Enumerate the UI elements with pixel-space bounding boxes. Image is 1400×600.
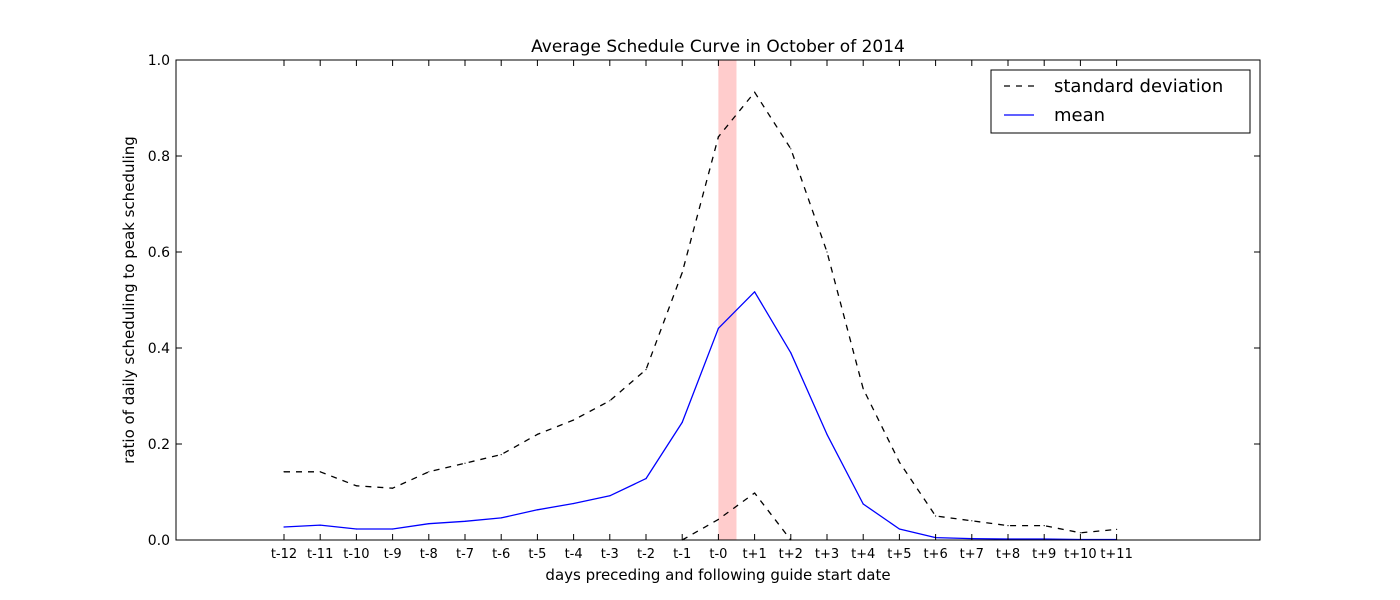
point-standard-deviation-t-6 bbox=[500, 454, 502, 456]
point-standard-deviation-t-4 bbox=[573, 419, 575, 421]
point-mean-t-11 bbox=[319, 524, 321, 526]
point-mean-t-5 bbox=[536, 509, 539, 511]
series-standard-deviation bbox=[283, 91, 1118, 534]
point-mean-t-2 bbox=[645, 478, 647, 480]
point-mean-t-10 bbox=[355, 528, 357, 530]
x-tick-label: t-10 bbox=[343, 547, 369, 562]
point-mean-t-1 bbox=[681, 421, 683, 423]
point-standard-deviation-t+4 bbox=[862, 388, 864, 390]
legend-label-standard-deviation: standard deviation bbox=[1054, 76, 1223, 97]
x-tick-label: t+10 bbox=[1064, 547, 1097, 562]
point-standard-deviation-t+7 bbox=[971, 520, 973, 522]
point-mean-t-12 bbox=[283, 526, 285, 528]
point-standard-deviation-t-0 bbox=[717, 136, 720, 138]
point-mean-t-3 bbox=[609, 495, 611, 497]
x-tick-label: t+7 bbox=[960, 547, 984, 562]
point-standard-deviation-t-9 bbox=[392, 487, 394, 489]
point-standard-deviation-t+2 bbox=[790, 148, 792, 150]
point-standard-deviation-t-12 bbox=[283, 471, 285, 473]
x-tick-label: t+4 bbox=[851, 547, 875, 562]
x-axis-label: days preceding and following guide start… bbox=[545, 566, 890, 584]
x-tick-label: t+2 bbox=[779, 547, 803, 562]
y-tick-label: 0.4 bbox=[148, 341, 170, 357]
point-mean-t-6 bbox=[500, 517, 502, 519]
x-tick-label: t-3 bbox=[601, 547, 619, 562]
legend-label-mean: mean bbox=[1054, 105, 1105, 126]
x-tick-label: t-2 bbox=[637, 547, 655, 562]
x-tick-label: t-7 bbox=[456, 547, 474, 562]
point-standard-deviation-t-11 bbox=[319, 471, 321, 473]
point-standard-deviation-t+10 bbox=[1079, 532, 1081, 534]
point-mean-t-7 bbox=[464, 520, 466, 522]
y-axis-label: ratio of daily scheduling to peak schedu… bbox=[120, 136, 138, 464]
point-mean-t+4 bbox=[862, 503, 864, 505]
point-standard-deviation-t+1 bbox=[754, 91, 756, 93]
x-tick-label: t+3 bbox=[815, 547, 839, 562]
x-tick-label: t-5 bbox=[528, 547, 546, 562]
series-line-mean bbox=[283, 291, 1117, 541]
chart-title: Average Schedule Curve in October of 201… bbox=[531, 37, 905, 57]
point-standard-deviation-t+3 bbox=[826, 251, 828, 253]
point-standard-deviation-t-10 bbox=[355, 485, 357, 487]
x-tick-label: t+8 bbox=[996, 547, 1020, 562]
point-standard-deviation-t+8 bbox=[1007, 525, 1009, 527]
x-tick-label: t-11 bbox=[307, 547, 333, 562]
x-tick-label: t-0 bbox=[709, 547, 727, 562]
y-tick-label: 0.8 bbox=[148, 149, 170, 165]
x-tick-label: t+1 bbox=[742, 547, 766, 562]
x-tick-label: t+6 bbox=[923, 547, 947, 562]
x-tick-label: t-6 bbox=[492, 547, 510, 562]
point-standard-deviation-t+9 bbox=[1043, 525, 1045, 527]
point-standard-deviation-lower-t+1 bbox=[754, 492, 756, 494]
point-standard-deviation-t+6 bbox=[935, 515, 937, 517]
point-standard-deviation-t+11 bbox=[1116, 528, 1118, 531]
x-tick-label: t-4 bbox=[565, 547, 583, 562]
y-tick-label: 1.0 bbox=[148, 53, 170, 69]
point-mean-t-0 bbox=[717, 327, 720, 329]
x-tick-label: t+11 bbox=[1100, 547, 1133, 562]
point-standard-deviation-t-2 bbox=[645, 369, 647, 371]
x-tick-label: t-9 bbox=[384, 547, 402, 562]
legend-box bbox=[990, 69, 1251, 134]
point-standard-deviation-lower-t-0 bbox=[717, 518, 720, 521]
y-tick-label: 0.0 bbox=[148, 533, 170, 549]
y-tick-label: 0.6 bbox=[148, 245, 170, 261]
point-mean-t+3 bbox=[826, 433, 828, 435]
point-standard-deviation-t-1 bbox=[681, 272, 683, 274]
point-mean-t+1 bbox=[754, 291, 756, 293]
point-mean-t-4 bbox=[573, 502, 575, 505]
point-mean-t+2 bbox=[790, 352, 792, 354]
x-tick-label: t+9 bbox=[1032, 547, 1056, 562]
legend: standard deviation mean bbox=[990, 69, 1251, 134]
highlight-band bbox=[718, 60, 737, 540]
point-mean-t-8 bbox=[428, 523, 430, 525]
x-tick-label: t-12 bbox=[271, 547, 297, 562]
point-mean-t+5 bbox=[898, 528, 901, 530]
y-tick-label: 0.2 bbox=[148, 437, 170, 453]
point-standard-deviation-t-3 bbox=[609, 400, 611, 402]
x-tick-label: t+5 bbox=[887, 547, 911, 562]
point-standard-deviation-t-7 bbox=[464, 462, 466, 464]
point-standard-deviation-t-5 bbox=[536, 433, 539, 435]
x-tick-label: t-8 bbox=[420, 547, 438, 562]
point-mean-t-9 bbox=[392, 528, 394, 530]
x-tick-label: t-1 bbox=[673, 547, 691, 562]
point-standard-deviation-t+5 bbox=[898, 461, 901, 463]
series-line-standard-deviation-lower bbox=[681, 492, 792, 541]
point-standard-deviation-t-8 bbox=[428, 471, 430, 473]
series-line-standard-deviation bbox=[284, 91, 1117, 534]
